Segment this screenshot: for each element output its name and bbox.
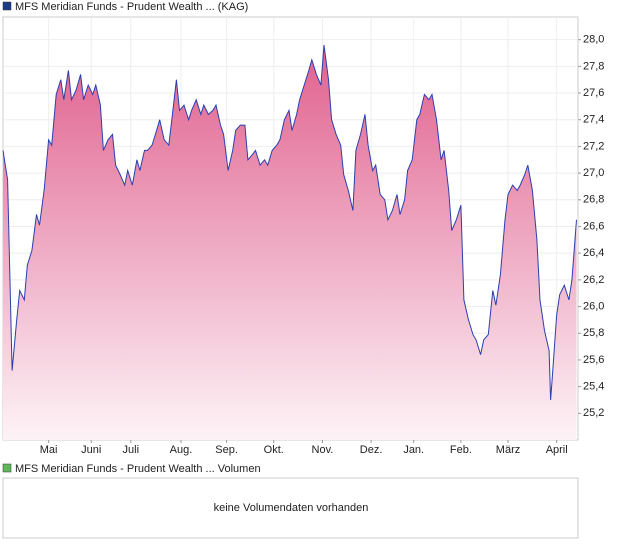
volume-message: keine Volumendaten vorhanden [214,502,369,514]
x-tick-label: März [496,444,520,456]
y-tick-label: 27,0 [583,167,604,179]
y-tick-label: 27,4 [583,114,604,126]
y-tick-label: 27,6 [583,87,604,99]
x-tick-label: Dez. [360,444,383,456]
x-tick-label: Juli [123,444,140,456]
x-tick-label: Aug. [170,444,193,456]
area-fill [3,45,577,440]
y-tick-label: 26,0 [583,300,604,312]
price-line [2,44,577,401]
x-tick-label: Jan. [403,444,424,456]
x-tick-label: Mai [40,444,58,456]
y-tick-label: 25,4 [583,381,604,393]
volume-title: MFS Meridian Funds - Prudent Wealth ... … [15,463,261,475]
y-tick-label: 25,6 [583,354,604,366]
x-tick-label: Feb. [450,444,472,456]
y-tick-label: 25,2 [583,407,604,419]
x-tick-label: Nov. [312,444,334,456]
x-tick-label: Okt. [264,444,284,456]
x-tick-label: April [546,444,568,456]
y-tick-label: 25,8 [583,327,604,339]
y-tick-label: 26,4 [583,247,604,259]
y-tick-label: 27,8 [583,60,604,72]
y-tick-label: 27,2 [583,140,604,152]
volume-frame [2,477,579,539]
y-tick-label: 26,8 [583,194,604,206]
legend-swatch [2,1,12,11]
chart-title: MFS Meridian Funds - Prudent Wealth ... … [15,1,248,13]
x-tick-label: Sep. [215,444,238,456]
x-tick-label: Juni [81,444,101,456]
y-tick-label: 26,2 [583,274,604,286]
y-tick-label: 26,6 [583,220,604,232]
y-tick-label: 28,0 [583,34,604,46]
legend-swatch [2,463,12,473]
